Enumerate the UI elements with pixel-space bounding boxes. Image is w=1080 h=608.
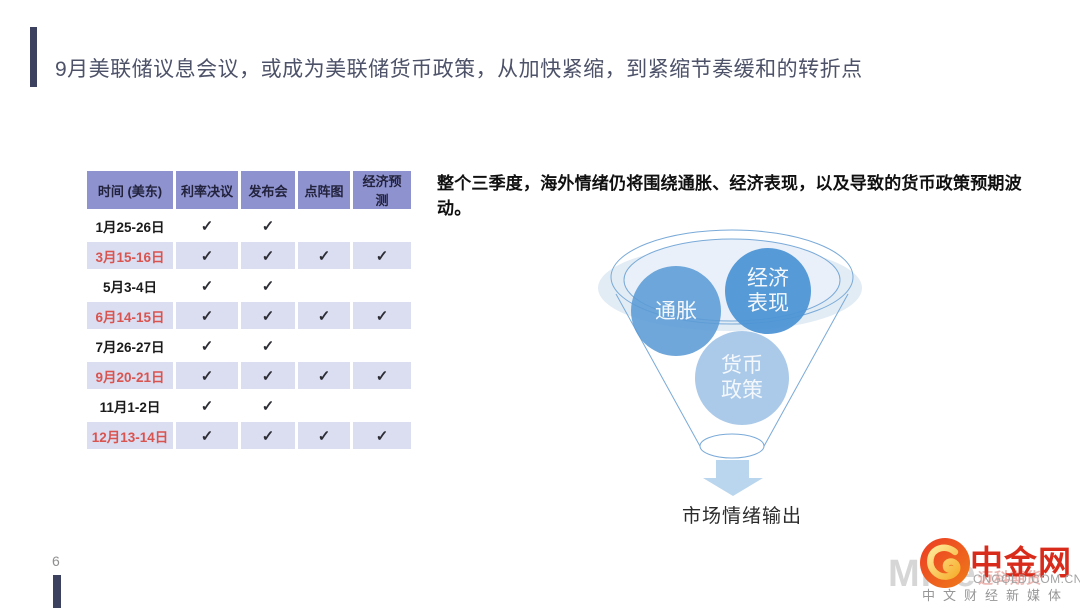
table-row: 7月26-27日 ✓ ✓ xyxy=(87,332,411,359)
footer-accent-bar xyxy=(53,575,61,608)
meeting-date-cell: 3月15-16日 xyxy=(87,242,173,269)
page-number: 6 xyxy=(52,553,60,569)
check-cell: ✓ xyxy=(176,212,238,239)
table-row: 11月1-2日 ✓ ✓ xyxy=(87,392,411,419)
table-row: 1月25-26日 ✓ ✓ xyxy=(87,212,411,239)
funnel-diagram xyxy=(598,229,862,496)
check-cell: ✓ xyxy=(241,362,295,389)
check-cell: ✓ xyxy=(241,392,295,419)
title-accent-bar xyxy=(30,27,37,87)
check-cell: ✓ xyxy=(353,242,411,269)
inflation-circle xyxy=(631,266,721,356)
economic-label-line1: 经济 xyxy=(747,266,789,290)
economic-performance-circle xyxy=(725,248,811,334)
check-cell: ✓ xyxy=(241,272,295,299)
check-cell xyxy=(298,392,350,419)
check-cell: ✓ xyxy=(176,302,238,329)
table-row: 5月3-4日 ✓ ✓ xyxy=(87,272,411,299)
check-cell xyxy=(353,392,411,419)
cngold-tagline-text: 中文财经新媒体 xyxy=(922,588,1070,603)
funnel-output-label: 市场情绪输出 xyxy=(681,506,802,527)
inflation-label: 通胀 xyxy=(634,299,718,324)
check-cell: ✓ xyxy=(353,422,411,449)
meeting-date-cell: 1月25-26日 xyxy=(87,212,173,239)
funnel-spout-ellipse xyxy=(699,433,765,459)
inflation-label-text: 通胀 xyxy=(655,299,697,323)
funnel-left-edge xyxy=(615,293,702,449)
table-header-cell: 点阵图 xyxy=(298,171,350,209)
table-row: 9月20-21日 ✓ ✓ ✓ ✓ xyxy=(87,362,411,389)
check-cell: ✓ xyxy=(241,332,295,359)
check-cell: ✓ xyxy=(353,302,411,329)
table-row: 6月14-15日 ✓ ✓ ✓ ✓ xyxy=(87,302,411,329)
table-row: 12月13-14日 ✓ ✓ ✓ ✓ xyxy=(87,422,411,449)
meeting-date-cell: 11月1-2日 xyxy=(87,392,173,419)
check-cell: ✓ xyxy=(241,242,295,269)
check-cell: ✓ xyxy=(176,362,238,389)
economic-performance-label: 经济 表现 xyxy=(726,266,810,316)
check-cell: ✓ xyxy=(298,422,350,449)
check-cell: ✓ xyxy=(176,332,238,359)
check-cell: ✓ xyxy=(298,362,350,389)
check-cell: ✓ xyxy=(353,362,411,389)
check-cell: ✓ xyxy=(241,422,295,449)
page-title: 9月美联储议息会议，或成为美联储货币政策，从加快紧缩，到紧缩节奏缓和的转折点 xyxy=(55,58,863,81)
meeting-date-cell: 12月13-14日 xyxy=(87,422,173,449)
table-header-cell: 利率决议 xyxy=(176,171,238,209)
cngold-domain-text: CNGOLD.COM.CN xyxy=(973,572,1080,586)
table-header-cell: 发布会 xyxy=(241,171,295,209)
monetary-label-line1: 货币 xyxy=(721,353,763,377)
meeting-date-cell: 5月3-4日 xyxy=(87,272,173,299)
funnel-right-edge xyxy=(762,293,849,449)
economic-label-line2: 表现 xyxy=(747,291,789,315)
fomc-table-body: 1月25-26日 ✓ ✓ 3月15-16日 ✓ ✓ ✓ ✓ 5月3-4日 ✓ ✓… xyxy=(87,212,411,449)
cngold-logo-icon xyxy=(920,538,970,588)
underlay-watermark-cn: 迈科期货 xyxy=(978,570,1043,587)
check-cell xyxy=(298,212,350,239)
check-cell xyxy=(353,332,411,359)
check-cell: ✓ xyxy=(176,422,238,449)
monetary-policy-label: 货币 政策 xyxy=(700,353,784,403)
check-cell: ✓ xyxy=(241,212,295,239)
meeting-date-cell: 9月20-21日 xyxy=(87,362,173,389)
check-cell xyxy=(353,272,411,299)
check-cell: ✓ xyxy=(298,242,350,269)
table-header-row: 时间 (美东) 利率决议 发布会 点阵图 经济预测 xyxy=(87,171,411,209)
meeting-date-cell: 6月14-15日 xyxy=(87,302,173,329)
table-row: 3月15-16日 ✓ ✓ ✓ ✓ xyxy=(87,242,411,269)
cngold-watermark: Mike 迈科期货 中金网 CNGOLD.COM.CN 中文财经新媒体 xyxy=(880,535,1080,608)
table-header-cell: 经济预测 xyxy=(353,171,411,209)
funnel-outer-ellipse xyxy=(610,229,854,325)
insight-paragraph: 整个三季度，海外情绪仍将围绕通胀、经济表现，以及导致的货币政策预期波动。 xyxy=(437,174,1022,218)
check-cell xyxy=(353,212,411,239)
monetary-policy-circle xyxy=(695,331,789,425)
check-cell: ✓ xyxy=(176,242,238,269)
check-cell xyxy=(298,332,350,359)
check-cell: ✓ xyxy=(298,302,350,329)
check-cell: ✓ xyxy=(176,392,238,419)
check-cell xyxy=(298,272,350,299)
fomc-schedule-table: 时间 (美东) 利率决议 发布会 点阵图 经济预测 1月25-26日 ✓ ✓ 3… xyxy=(84,168,414,452)
cngold-brand-text: 中金网 xyxy=(970,546,1072,582)
check-cell: ✓ xyxy=(176,272,238,299)
meeting-date-cell: 7月26-27日 xyxy=(87,332,173,359)
table-header-cell: 时间 (美东) xyxy=(87,171,173,209)
monetary-label-line2: 政策 xyxy=(721,378,763,402)
down-arrow-icon xyxy=(703,460,763,496)
check-cell: ✓ xyxy=(241,302,295,329)
